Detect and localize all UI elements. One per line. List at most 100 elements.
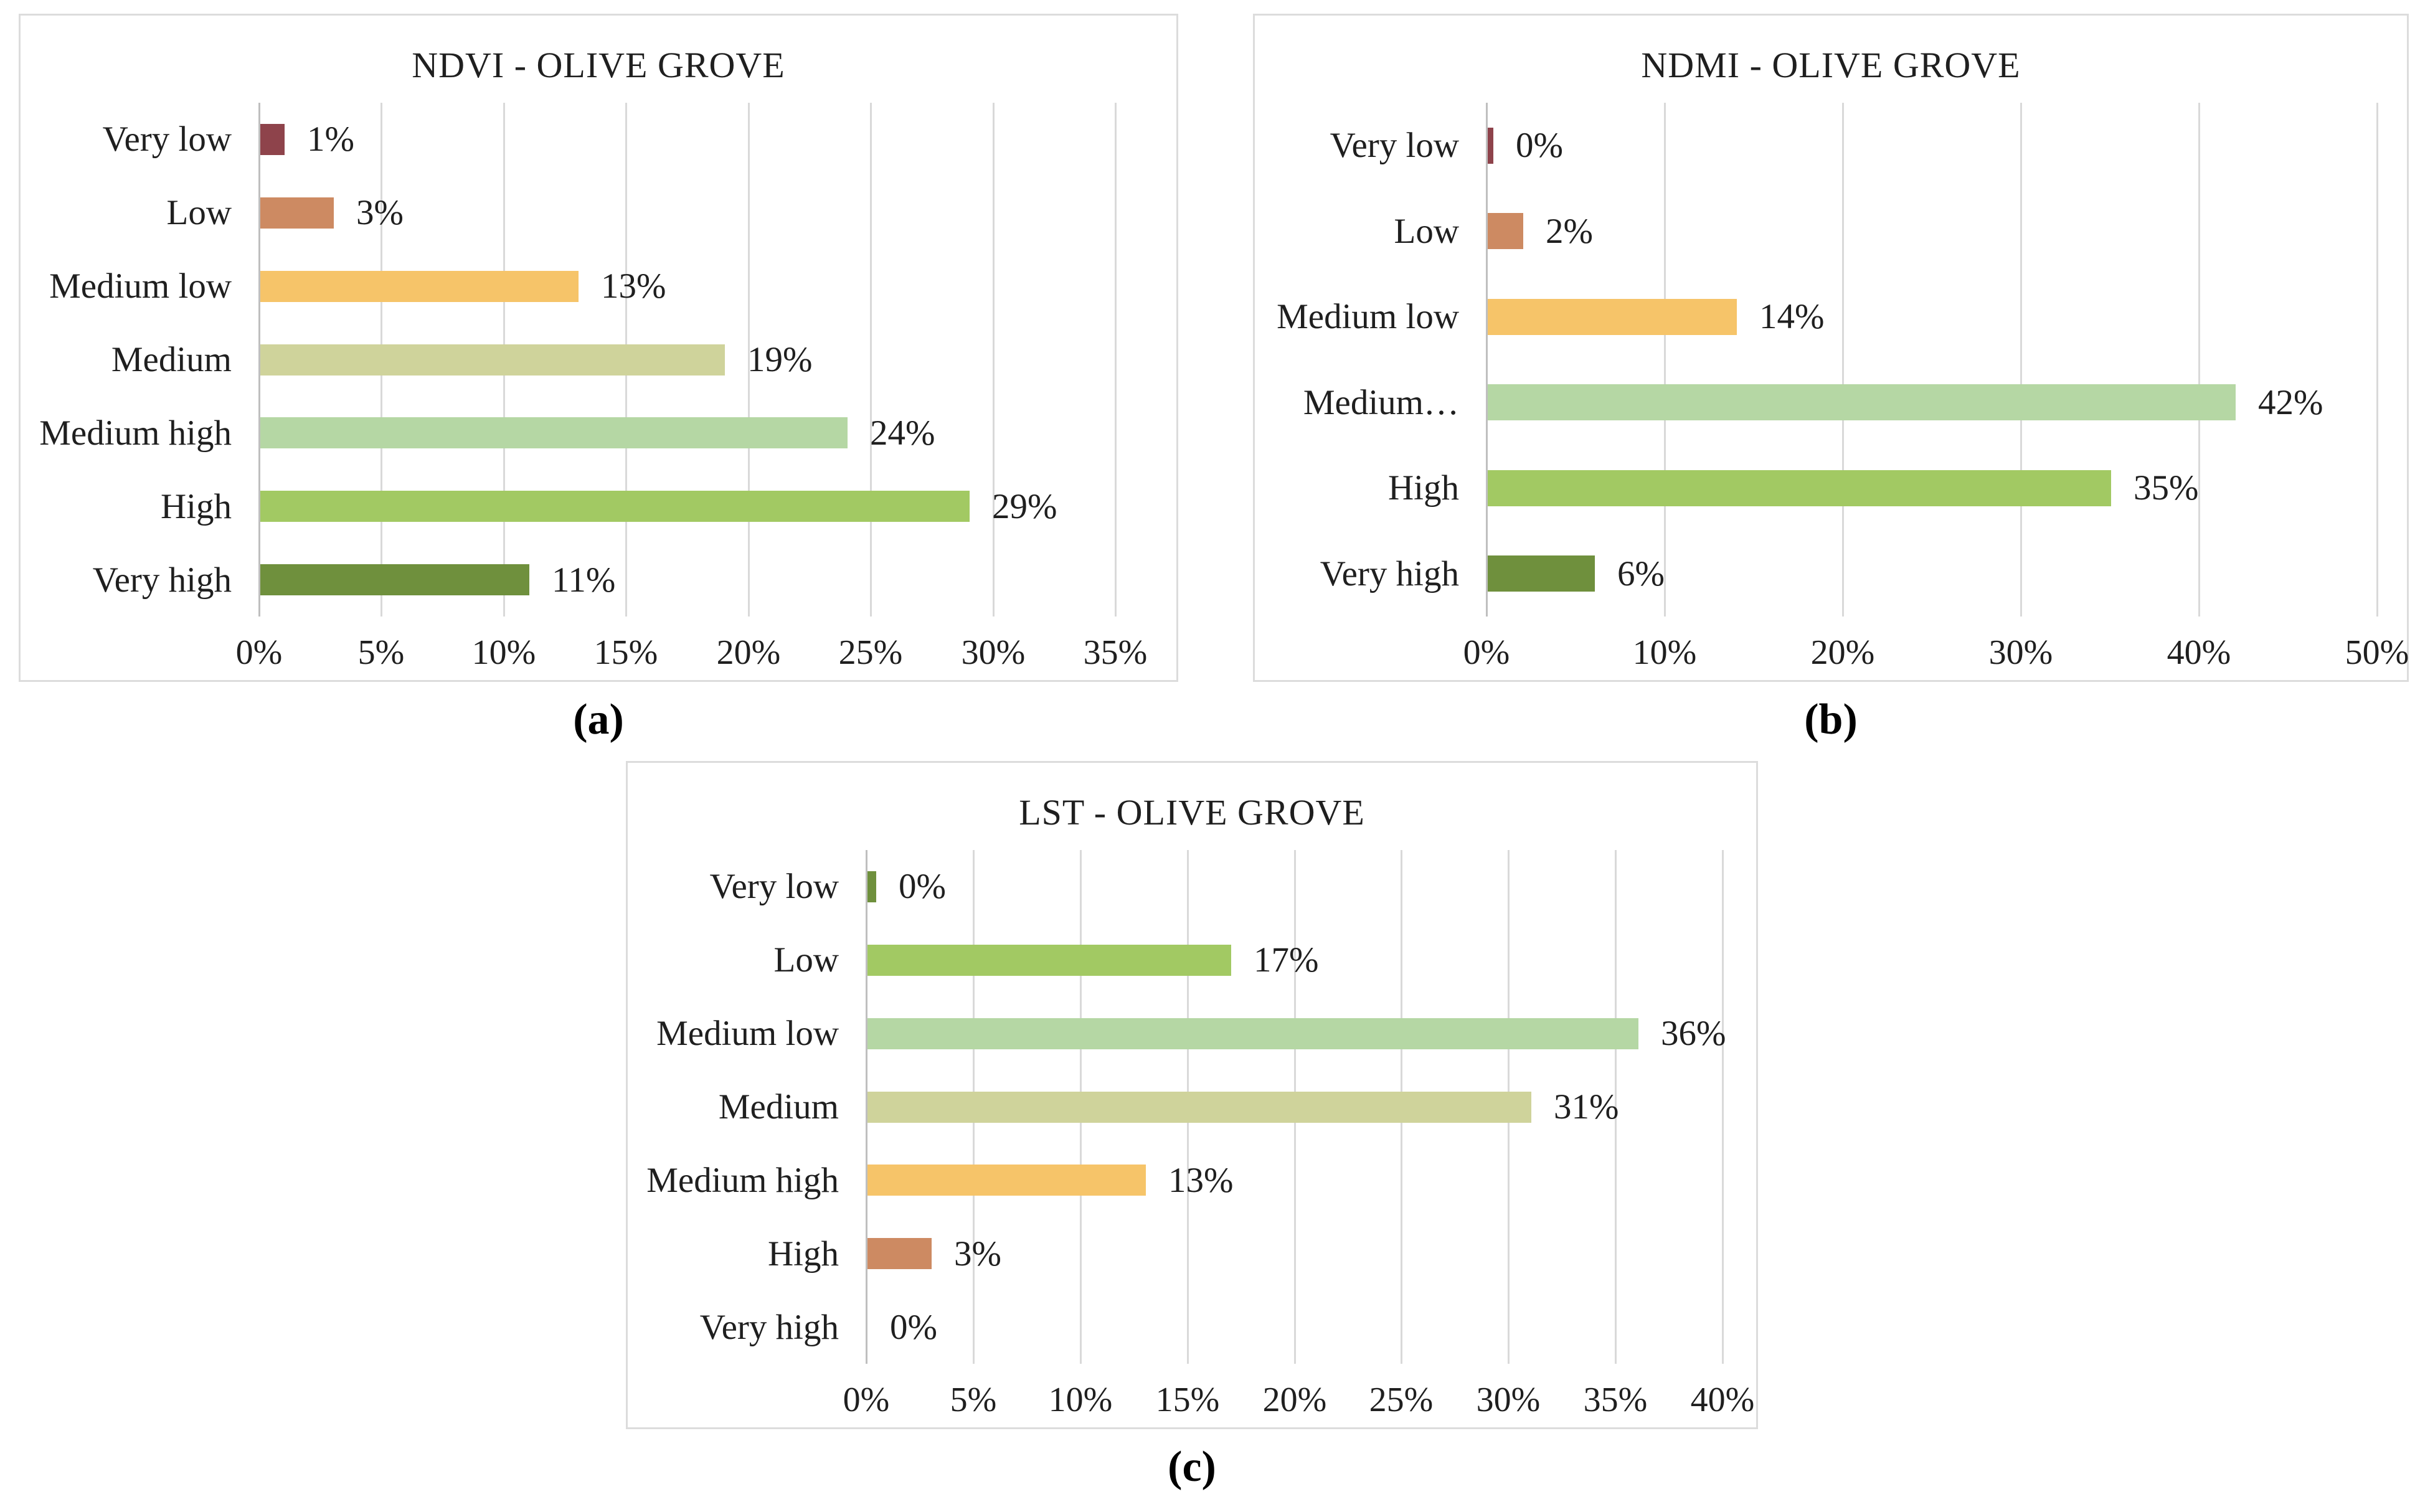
bar: [867, 1165, 1146, 1196]
x-axis-tick-label: 40%: [1690, 1381, 1755, 1419]
value-label: 2%: [1546, 211, 1593, 251]
bar: [1488, 384, 2236, 420]
x-axis-tick-label: 0%: [235, 633, 283, 672]
category-label: Low: [166, 193, 232, 233]
panel-label-a: (a): [573, 696, 624, 744]
bar: [260, 271, 579, 302]
category-label: High: [768, 1234, 839, 1273]
category-label: High: [1388, 468, 1459, 508]
category-label: Medium: [111, 339, 232, 379]
x-axis-tick-label: 20%: [1262, 1381, 1327, 1419]
x-axis-tick-label: 15%: [593, 633, 658, 672]
x-axis-tick-label: 10%: [1048, 1381, 1113, 1419]
x-axis-tick-label: 30%: [961, 633, 1026, 672]
bar: [1488, 470, 2111, 506]
x-axis-tick-label: 10%: [471, 633, 536, 672]
value-label: 13%: [601, 267, 666, 306]
y-axis-line: [866, 850, 867, 1364]
category-label: Very low: [1330, 126, 1459, 166]
category-label: Medium low: [656, 1014, 839, 1054]
plot-area-ndmi: 0% 10% 20% 30% 40% 50% Very low 0% Low 2% Medium l…: [1277, 103, 2409, 672]
chart-title-ndvi: NDVI - OLIVE GROVE: [412, 45, 785, 85]
bar: [867, 1238, 932, 1269]
x-axis-tick-label: 30%: [1476, 1381, 1541, 1419]
x-axis-tick-label: 25%: [1369, 1381, 1434, 1419]
bar: [1488, 299, 1737, 335]
value-label: 0%: [890, 1307, 937, 1347]
category-label: Medium high: [646, 1160, 839, 1200]
chart-panel-lst: LST - OLIVE GROVE 0% 5% 10% 15% 20% 25% 30% 35%…: [626, 761, 1758, 1429]
bar: [260, 344, 725, 376]
category-label: Low: [773, 940, 839, 980]
x-axis-tick-label: 15%: [1155, 1381, 1220, 1419]
gridline: [2376, 103, 2378, 617]
x-axis-tick-label: 40%: [2167, 633, 2231, 672]
bar: [1488, 555, 1595, 592]
value-label: 42%: [2258, 382, 2323, 422]
value-label: 24%: [870, 413, 935, 453]
x-axis-tick-label: 35%: [1583, 1381, 1648, 1419]
x-axis-tick-label: 5%: [357, 633, 405, 672]
value-label: 0%: [899, 867, 946, 907]
bar: [867, 1092, 1531, 1123]
y-axis-line: [258, 103, 260, 617]
category-label: Medium: [718, 1087, 839, 1127]
value-label: 1%: [307, 120, 354, 159]
x-axis-tick-label: 35%: [1083, 633, 1148, 672]
category-label: Medium high: [39, 413, 232, 453]
value-label: 17%: [1254, 940, 1319, 980]
chart-title-lst: LST - OLIVE GROVE: [1019, 792, 1365, 833]
value-label: 3%: [356, 193, 404, 233]
value-label: 35%: [2134, 468, 2199, 508]
value-label: 0%: [1516, 126, 1563, 166]
bar: [867, 871, 876, 902]
value-label: 19%: [747, 339, 813, 379]
value-label: 36%: [1661, 1014, 1726, 1054]
bar: [260, 564, 529, 595]
x-axis-tick-label: 20%: [716, 633, 781, 672]
category-label: Medium low: [49, 267, 232, 306]
bar: [260, 417, 848, 448]
panel-label-b: (b): [1804, 696, 1858, 744]
gridline: [1615, 850, 1617, 1364]
x-axis-tick-label: 25%: [838, 633, 903, 672]
value-label: 14%: [1759, 297, 1825, 337]
category-label: Very low: [102, 120, 232, 159]
gridline: [1722, 850, 1724, 1364]
gridline: [2020, 103, 2022, 617]
value-label: 31%: [1554, 1087, 1619, 1127]
x-axis-tick-label: 5%: [950, 1381, 997, 1419]
x-axis-tick-label: 0%: [1463, 633, 1510, 672]
gridline: [1664, 103, 1666, 617]
plot-area-lst: 0% 5% 10% 15% 20% 25% 30% 35% 40% Very low 0% Low 17…: [646, 850, 1754, 1419]
category-label: Medium…: [1303, 382, 1459, 422]
value-label: 3%: [954, 1234, 1001, 1273]
plot-area-ndvi: 0% 5% 10% 15% 20% 25% 30% 35% Very low 1% Low 3% Med…: [39, 103, 1147, 672]
category-label: Very low: [709, 867, 839, 907]
category-label: Very high: [699, 1307, 839, 1347]
gridline: [1842, 103, 1844, 617]
value-label: 13%: [1168, 1160, 1234, 1200]
bar: [260, 491, 970, 522]
y-axis-line: [1486, 103, 1488, 617]
category-label: Very high: [92, 560, 232, 600]
chart-panel-ndvi: NDVI - OLIVE GROVE 0% 5% 10% 15% 20% 25% 30% 35…: [19, 14, 1178, 682]
gridline: [870, 103, 872, 617]
bar: [260, 197, 334, 229]
category-label: Very high: [1320, 554, 1459, 593]
gridline: [2198, 103, 2200, 617]
gridline: [748, 103, 750, 617]
category-label: High: [161, 486, 232, 526]
chart-panel-ndmi: NDMI - OLIVE GROVE 0% 10% 20% 30% 40% 50% Very…: [1253, 14, 2409, 682]
bar: [1488, 128, 1493, 164]
panel-label-c: (c): [1168, 1443, 1216, 1491]
bar: [867, 945, 1231, 976]
bar: [1488, 213, 1523, 249]
x-axis-tick-label: 0%: [843, 1381, 890, 1419]
gridline: [1115, 103, 1117, 617]
x-axis-tick-label: 20%: [1810, 633, 1875, 672]
x-axis-tick-label: 10%: [1632, 633, 1697, 672]
x-axis-tick-label: 50%: [2345, 633, 2409, 672]
category-label: Medium low: [1277, 297, 1459, 337]
